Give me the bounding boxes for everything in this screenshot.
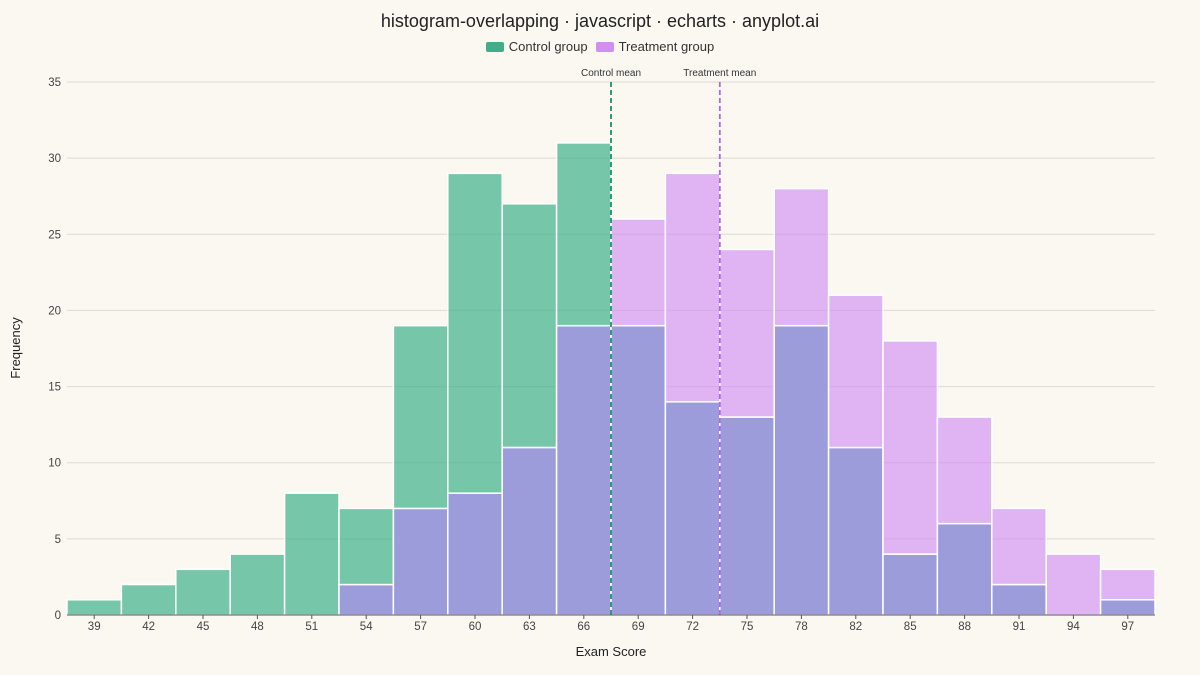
legend-item-control[interactable]: Control group [485, 39, 588, 54]
bar-overlap-60 [447, 492, 503, 616]
bars [66, 142, 1156, 616]
y-tick-label-0: 0 [55, 610, 61, 622]
bar-overlap-54 [338, 583, 395, 616]
x-tick-label-48: 48 [251, 621, 264, 633]
x-tick-label-60: 60 [469, 621, 482, 633]
bar-control-63 [501, 203, 558, 449]
y-axis-title: Frequency [8, 317, 23, 379]
bar-overlap-97 [1099, 599, 1156, 616]
bar-treatment-91 [991, 507, 1047, 586]
x-tick-label-82: 82 [849, 621, 862, 633]
x-tick-label-97: 97 [1121, 621, 1134, 633]
x-tick-label-75: 75 [741, 621, 754, 633]
bar-overlap-75 [719, 416, 775, 616]
x-tick-label-78: 78 [795, 621, 808, 633]
bar-overlap-82 [827, 446, 884, 616]
y-tick-label-5: 5 [55, 534, 61, 546]
bar-treatment-88 [936, 416, 993, 525]
bar-treatment-75 [719, 248, 775, 418]
bar-overlap-66 [555, 324, 612, 616]
x-tick-label-72: 72 [686, 621, 699, 633]
bar-overlap-69 [610, 324, 667, 616]
bar-overlap-85 [882, 553, 939, 616]
y-tick-label-20: 20 [48, 305, 61, 317]
legend: Control group Treatment group [0, 39, 1200, 54]
y-tick-label-15: 15 [48, 382, 61, 394]
legend-swatch-control [485, 41, 504, 52]
x-tick-label-69: 69 [632, 621, 645, 633]
mean-lines: Control mean Treatment mean [581, 68, 756, 615]
bar-treatment-69 [610, 218, 667, 327]
x-tick-label-66: 66 [577, 621, 590, 633]
bar-overlap-88 [936, 522, 993, 616]
bar-control-45 [175, 568, 231, 616]
x-tick-label-63: 63 [523, 621, 536, 633]
legend-label-control: Control group [508, 39, 588, 54]
bar-control-51 [283, 492, 340, 616]
bar-overlap-78 [773, 324, 830, 616]
y-tick-label-35: 35 [48, 77, 61, 89]
y-tick-label-25: 25 [48, 229, 61, 241]
bar-treatment-82 [827, 294, 884, 449]
y-tick-label-30: 30 [48, 153, 61, 165]
x-tick-label-94: 94 [1067, 621, 1080, 633]
x-tick-label-42: 42 [142, 621, 155, 633]
bar-treatment-97 [1099, 568, 1156, 601]
x-tick-label-45: 45 [197, 621, 210, 633]
x-tick-label-57: 57 [414, 621, 427, 633]
chart-title: histogram-overlapping · javascript · ech… [380, 11, 820, 31]
bar-control-39 [66, 599, 123, 616]
bar-overlap-72 [664, 401, 721, 616]
axes: 0 5 10 15 20 25 30 35 39 42 45 48 51 54 57 60 63 66 69 72 75… [48, 77, 1155, 633]
bar-treatment-72 [664, 172, 721, 403]
x-tick-label-88: 88 [958, 621, 971, 633]
bar-control-48 [229, 553, 286, 616]
mean-label-1: Treatment mean [683, 68, 756, 79]
legend-swatch-treatment [595, 41, 614, 52]
x-tick-label-39: 39 [88, 621, 101, 633]
bar-overlap-91 [991, 583, 1047, 616]
legend-label-treatment: Treatment group [618, 39, 715, 54]
bar-control-60 [447, 172, 503, 494]
y-tick-label-10: 10 [48, 458, 61, 470]
x-tick-label-54: 54 [360, 621, 373, 633]
x-tick-label-51: 51 [305, 621, 318, 633]
bar-control-54 [338, 507, 395, 586]
legend-item-treatment[interactable]: Treatment group [595, 39, 715, 54]
mean-label-0: Control mean [581, 68, 641, 79]
bar-treatment-94 [1045, 553, 1102, 616]
bar-overlap-63 [501, 446, 558, 616]
bar-treatment-85 [882, 340, 939, 555]
bar-control-42 [120, 583, 177, 616]
bar-overlap-57 [392, 507, 449, 616]
bar-control-66 [555, 142, 612, 327]
x-tick-label-85: 85 [904, 621, 917, 633]
bar-control-57 [392, 324, 449, 510]
bar-treatment-78 [773, 187, 830, 327]
x-axis-title: Exam Score [576, 644, 647, 659]
x-tick-label-91: 91 [1013, 621, 1026, 633]
